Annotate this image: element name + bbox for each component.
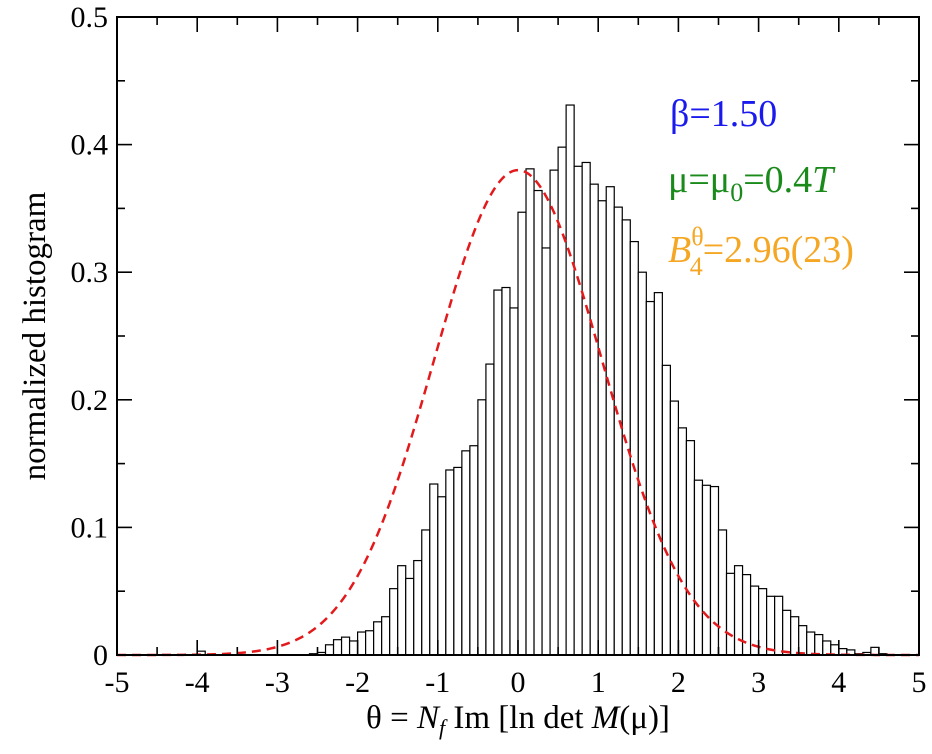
- histogram-bar: [709, 485, 720, 656]
- histogram-bar: [701, 484, 712, 656]
- histogram-bar: [581, 161, 591, 656]
- histogram-bar: [485, 363, 495, 656]
- histogram-bar: [766, 595, 776, 656]
- histogram-bar: [340, 636, 351, 656]
- histogram-bar: [332, 639, 343, 656]
- histogram-bar: [605, 186, 615, 656]
- histogram-bar: [501, 286, 511, 656]
- histogram-bar: [637, 271, 647, 656]
- gaussian-fit-curve: [117, 168, 919, 657]
- histogram-bar: [348, 640, 359, 656]
- x-axis-label: θ = Nf Im [ln det M(μ)]: [366, 700, 670, 740]
- histogram-bar: [517, 211, 527, 656]
- x-tick-label: 5: [912, 666, 927, 699]
- histogram-bar: [525, 168, 535, 656]
- histogram-bar: [757, 588, 768, 656]
- axis-ticks: [116, 16, 920, 656]
- histogram-bar: [661, 364, 671, 656]
- y-tick-labels: 0 0.1 0.2 0.3 0.4 0.5: [71, 1, 109, 672]
- histogram-bar: [814, 633, 824, 656]
- histogram-bar: [685, 440, 696, 656]
- x-tick-label: 0: [511, 666, 526, 699]
- histogram-bar: [645, 300, 655, 656]
- x-tick-label: 3: [751, 666, 766, 699]
- histogram-bar: [822, 640, 832, 656]
- histogram-bar: [693, 479, 704, 656]
- histogram-bar: [573, 165, 583, 656]
- y-tick-label: 0.5: [71, 1, 109, 34]
- histogram-bar: [509, 307, 519, 656]
- x-tick-label: -1: [425, 666, 450, 699]
- histogram-bar: [437, 496, 447, 656]
- histogram-bar: [421, 529, 431, 656]
- x-tick-label: 4: [831, 666, 846, 699]
- histogram-bar: [357, 631, 367, 656]
- x-tick-label: 2: [671, 666, 686, 699]
- histogram-bar: [477, 399, 487, 656]
- y-tick-label: 0.1: [71, 511, 109, 544]
- histogram-bar: [389, 588, 399, 656]
- histogram-bar: [549, 169, 559, 656]
- histogram-bar: [677, 427, 688, 656]
- histogram-bar: [381, 616, 391, 656]
- histogram-bar: [629, 240, 639, 656]
- x-tick-label: -2: [345, 666, 370, 699]
- histogram-bar: [405, 577, 415, 656]
- histogram-bar: [533, 189, 543, 656]
- y-tick-label: 0.3: [71, 256, 109, 289]
- y-axis-label: normalized histogram: [17, 191, 53, 480]
- y-tick-label: 0: [93, 639, 108, 672]
- mu-annotation: μ=μ0=0.4T: [668, 159, 836, 207]
- beta-annotation: β=1.50: [670, 93, 777, 135]
- x-tick-label: -5: [105, 666, 130, 699]
- histogram-bar: [445, 469, 455, 656]
- histogram-bar: [653, 292, 663, 656]
- histogram-bar: [613, 206, 623, 656]
- histogram-bar: [413, 559, 423, 656]
- x-tick-label: -3: [265, 666, 290, 699]
- histogram-bar: [565, 104, 575, 656]
- y-tick-label: 0.4: [71, 129, 109, 162]
- x-tick-label: 1: [591, 666, 606, 699]
- histogram-bars: [196, 104, 888, 656]
- histogram-bar: [589, 183, 599, 656]
- histogram-bar: [597, 200, 607, 656]
- histogram-bar: [324, 644, 335, 656]
- histogram-bar: [806, 631, 816, 656]
- histogram-bar: [397, 565, 407, 656]
- histogram-bar: [493, 289, 503, 656]
- x-tick-label: -4: [185, 666, 210, 699]
- histogram-bar: [373, 621, 383, 656]
- histogram-bar: [669, 400, 680, 656]
- histogram-bar: [798, 625, 808, 656]
- histogram-bar: [469, 445, 479, 656]
- histogram-bar: [782, 609, 792, 656]
- histogram-bar: [774, 595, 784, 656]
- histogram-bar: [365, 630, 375, 656]
- y-tick-label: 0.2: [71, 384, 109, 417]
- histogram-bar: [429, 483, 439, 656]
- histogram-bar: [453, 466, 463, 656]
- b4-annotation: Bθ 4=2.96(23): [668, 222, 854, 281]
- histogram-bar: [541, 247, 551, 656]
- histogram-bar: [717, 529, 728, 656]
- histogram-bar: [725, 572, 736, 656]
- histogram-bar: [461, 450, 471, 656]
- x-tick-labels: -5 -4 -3 -2 -1 0 1 2 3 4 5: [105, 666, 927, 699]
- histogram-bar: [790, 616, 800, 656]
